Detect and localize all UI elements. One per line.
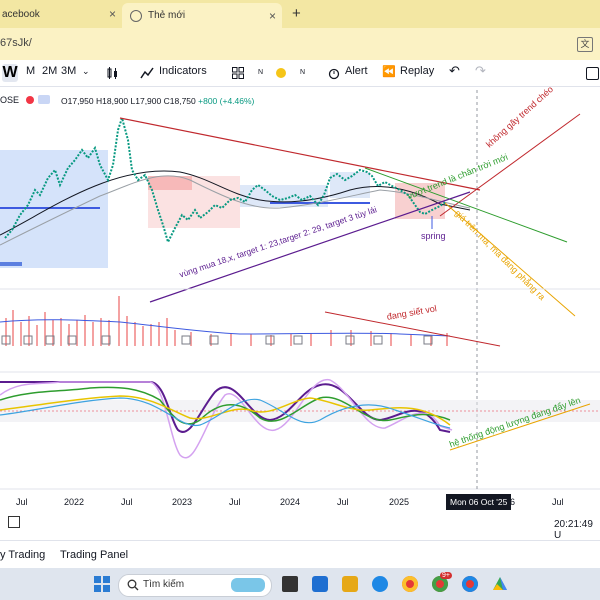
tab-trading-panel[interactable]: Trading Panel bbox=[60, 549, 129, 561]
indicators-icon[interactable] bbox=[140, 66, 154, 80]
clock-text[interactable]: 20:21:49 U bbox=[554, 519, 593, 541]
momentum-trendline bbox=[449, 403, 591, 451]
layout-grid-icon[interactable] bbox=[232, 67, 244, 79]
time-label: 2024 bbox=[280, 497, 301, 507]
oscillator-blue bbox=[0, 397, 451, 429]
chrome-profile-icon[interactable] bbox=[432, 576, 448, 592]
tab-trading[interactable]: y Trading bbox=[0, 549, 46, 561]
ohlc-legend: O17,950 H18,900 L17,900 C18,750 +800 (+4… bbox=[61, 96, 254, 106]
address-bar[interactable] bbox=[0, 28, 600, 60]
edge-icon[interactable] bbox=[372, 576, 388, 592]
chrome-active-icon[interactable] bbox=[462, 576, 478, 592]
file-explorer-icon[interactable] bbox=[342, 576, 358, 592]
notification-badge: 9+ bbox=[440, 572, 452, 579]
interval-3m-button[interactable]: 3M bbox=[61, 65, 77, 77]
translate-icon[interactable]: 文 bbox=[577, 37, 593, 52]
oscillator-band bbox=[0, 400, 600, 422]
trendline-green bbox=[364, 167, 568, 243]
annotation-spring: spring bbox=[421, 231, 446, 241]
task-view-icon[interactable] bbox=[282, 576, 298, 592]
time-label: Jul bbox=[337, 497, 349, 507]
search-icon bbox=[127, 579, 139, 591]
interval-2m-button[interactable]: 2M bbox=[42, 65, 58, 77]
interval-weekly-button[interactable]: W bbox=[2, 64, 18, 82]
extension-n-icon[interactable]: N bbox=[258, 69, 264, 76]
emoji-icon[interactable] bbox=[276, 68, 286, 78]
data-badge-icon bbox=[38, 95, 50, 104]
volume-bars bbox=[5, 296, 448, 346]
alarm-clock-icon[interactable] bbox=[328, 66, 340, 80]
change-value: +800 (+4.46%) bbox=[198, 96, 255, 106]
volume-ma-line bbox=[0, 319, 451, 337]
taskbar-search[interactable]: Tìm kiếm bbox=[118, 574, 272, 597]
close-value: C18,750 bbox=[163, 96, 196, 106]
tab-facebook[interactable]: acebook × bbox=[0, 0, 122, 28]
interval-monthly-button[interactable]: M bbox=[26, 65, 36, 77]
symbol-name[interactable]: OSE bbox=[0, 95, 20, 105]
time-label: Jul bbox=[229, 497, 241, 507]
go-to-date-icon[interactable] bbox=[8, 516, 20, 528]
drive-icon[interactable] bbox=[492, 576, 508, 592]
ma-line-grey bbox=[0, 175, 471, 246]
windows-start-icon[interactable] bbox=[94, 576, 110, 592]
earnings-markers bbox=[1, 335, 433, 345]
chrome-icon[interactable] bbox=[402, 576, 418, 592]
range-marker bbox=[0, 262, 22, 266]
oscillator-yellow bbox=[0, 395, 451, 426]
url-text[interactable]: 67sJk/ bbox=[0, 37, 32, 49]
replay-icon[interactable]: ⏪ bbox=[382, 66, 396, 78]
candles bbox=[4, 114, 447, 245]
open-value: O17,950 bbox=[61, 96, 94, 106]
bottom-panel bbox=[0, 540, 600, 567]
redo-icon[interactable]: ↷ bbox=[475, 63, 486, 78]
globe-icon bbox=[130, 10, 142, 22]
search-highlight-icon bbox=[231, 578, 265, 592]
app-icon[interactable] bbox=[312, 576, 328, 592]
alert-button[interactable]: Alert bbox=[345, 65, 368, 77]
candle-series bbox=[4, 114, 447, 245]
search-placeholder: Tìm kiếm bbox=[143, 579, 185, 590]
crosshair-time-tag: Mon 06 Oct '25 bbox=[446, 494, 512, 510]
high-value: H18,900 bbox=[96, 96, 129, 106]
fullscreen-icon[interactable] bbox=[586, 67, 599, 80]
market-status-dot bbox=[26, 96, 34, 104]
tab-title: Thẻ mới bbox=[148, 10, 186, 21]
price-chart[interactable] bbox=[0, 86, 600, 506]
time-label: Jul bbox=[121, 497, 133, 507]
browser-tab-bar: acebook × Thẻ mới × + bbox=[0, 0, 600, 28]
time-label: Jul bbox=[552, 497, 564, 507]
trendline-break bbox=[439, 113, 581, 217]
replay-button[interactable]: Replay bbox=[400, 65, 435, 77]
close-tab-icon[interactable]: × bbox=[268, 8, 276, 23]
time-label: 2023 bbox=[172, 497, 193, 507]
windows-taskbar bbox=[0, 568, 600, 600]
time-label: 2022 bbox=[64, 497, 85, 507]
tab-title: acebook bbox=[2, 8, 40, 20]
new-tab-button[interactable]: + bbox=[292, 5, 301, 22]
close-tab-icon[interactable]: × bbox=[108, 7, 116, 21]
low-value: L17,900 bbox=[130, 96, 162, 106]
trendline-red bbox=[119, 117, 481, 191]
chevron-down-icon[interactable]: ⌄ bbox=[82, 66, 90, 76]
volume-trendline bbox=[324, 311, 501, 347]
trendline-orange bbox=[444, 202, 576, 317]
oscillator-green bbox=[0, 386, 451, 425]
extension-n-icon[interactable]: N bbox=[300, 69, 306, 76]
time-label: 6 bbox=[510, 497, 516, 507]
time-label: 2025 bbox=[389, 497, 410, 507]
candles-icon[interactable] bbox=[106, 66, 120, 80]
tab-new-tab[interactable]: Thẻ mới × bbox=[122, 3, 282, 28]
indicators-button[interactable]: Indicators bbox=[159, 65, 207, 77]
trendline-purple bbox=[149, 191, 471, 303]
range-box-red-large bbox=[148, 176, 240, 228]
time-label: Jul bbox=[16, 497, 28, 507]
ma-line-black bbox=[0, 170, 471, 236]
undo-icon[interactable]: ↶ bbox=[449, 63, 460, 78]
chart-toolbar bbox=[0, 62, 600, 87]
range-box-blue-2 bbox=[240, 185, 328, 207]
